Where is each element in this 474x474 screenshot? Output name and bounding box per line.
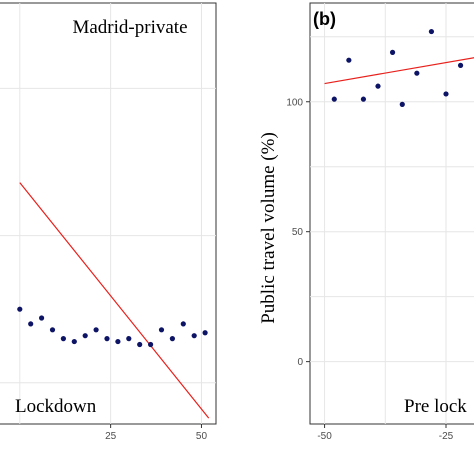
plot-frame (0, 2, 217, 425)
data-point (389, 49, 396, 55)
data-point (158, 327, 165, 333)
panel-b: -50 -25 0 50 100 (b) Pre lock Public travel vol… (258, 2, 474, 442)
data-point (375, 83, 381, 89)
data-point (104, 336, 110, 342)
annotation-prelock: Pre lock (404, 396, 467, 417)
data-point (28, 321, 34, 327)
trend-line (19, 182, 210, 419)
data-point (126, 336, 132, 342)
data-point (331, 96, 337, 102)
y-tick-label: 50 (292, 227, 304, 238)
data-point (137, 341, 143, 348)
panel-title: Madrid-private (72, 17, 187, 38)
data-point (399, 101, 405, 107)
trend-line (324, 57, 474, 85)
data-point (180, 321, 186, 327)
plot-marks (324, 28, 474, 107)
data-point (60, 336, 66, 342)
panel-label: (b) (313, 9, 336, 29)
panel-a: 25 50 Madrid-private Lockdown (0, 2, 217, 442)
y-axis-label: Public travel volume (%) (258, 132, 279, 324)
data-point (202, 330, 208, 336)
data-point (360, 96, 367, 102)
x-tick-label: -25 (439, 431, 454, 442)
data-point (443, 91, 449, 97)
data-point (169, 336, 175, 342)
data-point (71, 338, 77, 345)
plot-frame (309, 2, 474, 425)
data-point (82, 333, 88, 339)
plot-marks (17, 182, 210, 419)
data-point (17, 306, 23, 312)
data-point (115, 338, 121, 345)
x-tick-label: -50 (317, 431, 332, 442)
data-point (457, 62, 464, 68)
data-point (191, 333, 197, 339)
data-point (414, 70, 420, 76)
y-tick-label: 100 (286, 97, 303, 108)
data-point (148, 341, 154, 348)
annotation-lockdown: Lockdown (15, 396, 97, 417)
data-point (93, 327, 99, 333)
x-tick-label: 50 (196, 431, 208, 442)
data-point (346, 57, 352, 63)
x-tick-label: 25 (105, 431, 117, 442)
data-point (39, 315, 45, 321)
data-point (428, 28, 435, 35)
data-point (49, 327, 56, 333)
y-tick-label: 0 (297, 357, 303, 368)
